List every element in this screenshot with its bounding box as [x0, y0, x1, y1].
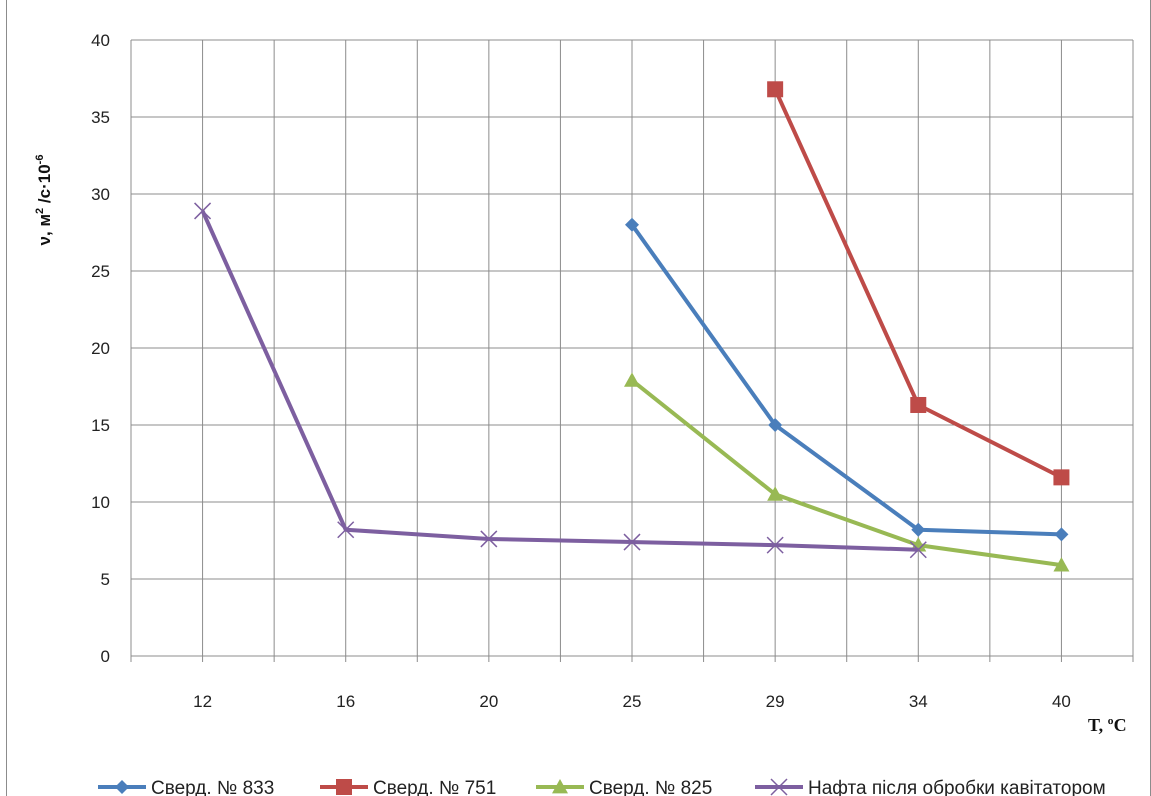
data-point [909, 541, 927, 559]
x-tick-label: 16 [336, 692, 355, 711]
y-axis-title: ν, м2 /с·10-6 [34, 155, 54, 246]
x-axis-title: T, ºC [1088, 715, 1127, 735]
series-line [630, 223, 1062, 537]
data-point [1054, 527, 1069, 542]
y-tick-label: 40 [91, 31, 110, 50]
series-group [194, 81, 1070, 572]
data-point [1053, 469, 1070, 486]
grid-lines [130, 39, 1134, 662]
legend-label: Нафта після обробки кавітатором [808, 778, 1106, 796]
data-point [767, 486, 784, 501]
data-point [770, 778, 788, 796]
y-tick-label: 35 [91, 108, 110, 127]
legend-item: Сверд. № 825 [536, 778, 712, 796]
legend-item: Нафта після обробки кавітатором [755, 778, 1106, 796]
legend-item: Сверд. № 833 [98, 778, 274, 796]
y-tick-label: 5 [101, 570, 110, 589]
x-tick-label: 40 [1052, 692, 1071, 711]
series-x [194, 202, 927, 559]
data-point [623, 533, 641, 551]
x-tick-label: 34 [909, 692, 928, 711]
data-point [910, 396, 927, 413]
legend-label: Сверд. № 825 [589, 778, 712, 796]
x-tick-label: 25 [623, 692, 642, 711]
x-tick-labels: 12 16 20 25 29 34 40 [193, 692, 1071, 711]
data-point [911, 522, 926, 537]
legend: Сверд. № 833 Сверд. № 751 Сверд. № 825 Нафт… [98, 778, 1106, 796]
y-tick-labels: 0 5 10 15 20 25 30 35 40 [91, 31, 110, 666]
x-tick-label: 12 [193, 692, 212, 711]
data-point [337, 521, 355, 539]
data-point [115, 780, 129, 794]
data-point [1053, 557, 1070, 572]
y-tick-label: 30 [91, 185, 110, 204]
data-point [768, 418, 783, 432]
series-square [767, 81, 1070, 486]
y-tick-label: 15 [91, 416, 110, 435]
y-tick-label: 25 [91, 262, 110, 281]
data-point [624, 372, 640, 387]
legend-item: Сверд. № 751 [320, 778, 496, 796]
data-point [552, 779, 568, 794]
data-point [767, 81, 784, 98]
x-tick-label: 20 [479, 692, 498, 711]
series-line [630, 378, 1062, 568]
x-tick-label: 29 [766, 692, 785, 711]
data-point [194, 202, 212, 220]
data-point [480, 530, 498, 548]
data-point [766, 536, 784, 554]
y-tick-label: 0 [101, 647, 110, 666]
data-point [336, 779, 352, 795]
data-point [625, 217, 639, 232]
y-tick-label: 20 [91, 339, 110, 358]
series-line [200, 210, 919, 552]
legend-label: Сверд. № 751 [373, 778, 496, 796]
series-diamond [625, 217, 1069, 542]
legend-label: Сверд. № 833 [151, 778, 274, 796]
y-tick-label: 10 [91, 493, 110, 512]
